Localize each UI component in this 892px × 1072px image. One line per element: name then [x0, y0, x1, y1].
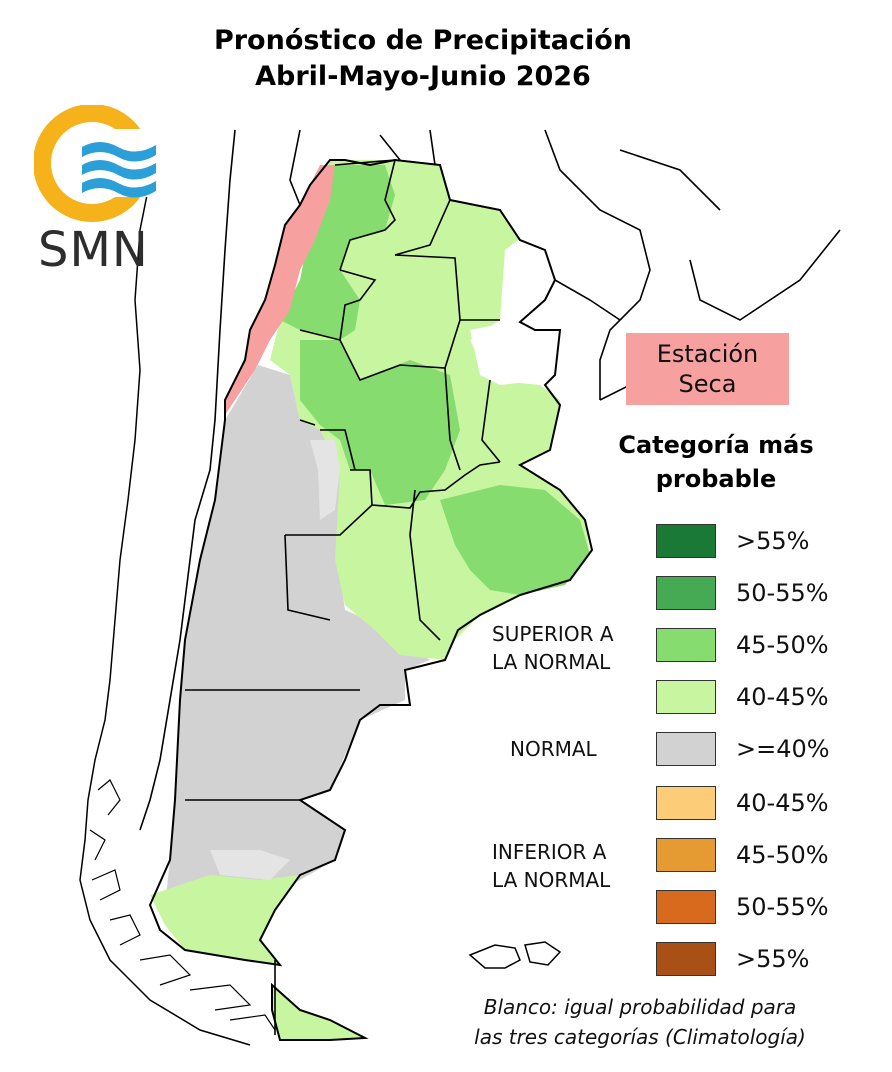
region-superior-45-50-baires — [440, 485, 590, 595]
region-white-mesopotamia — [470, 320, 560, 385]
chile-islands — [89, 779, 276, 1031]
map-title-line1: Pronóstico de Precipitación — [213, 25, 633, 56]
category-inferior: INFERIOR A LA NORMAL — [492, 838, 610, 894]
smn-logo-icon — [34, 105, 164, 222]
legend-label-sup-40-45: 40-45% — [736, 683, 829, 711]
map-title-line2: Abril-Mayo-Junio 2026 — [255, 61, 591, 92]
malvinas-islands — [468, 941, 562, 969]
dry-station-label: Estación Seca — [626, 333, 789, 405]
legend-swatch-sup-40-45 — [656, 680, 716, 714]
legend-label-inf-55: >55% — [736, 945, 810, 973]
category-normal-line1: NORMAL — [510, 737, 597, 761]
legend-label-inf-50-55: 50-55% — [736, 893, 829, 921]
legend-label-sup-50-55: 50-55% — [736, 579, 829, 607]
legend-label-inf-40-45: 40-45% — [736, 789, 829, 817]
legend-swatch-sup-45-50 — [656, 628, 716, 662]
region-dry-station — [225, 165, 335, 415]
smn-logo-text: SMN — [38, 222, 149, 278]
legend-swatch-inf-55 — [656, 942, 716, 976]
legend-swatch-normal — [656, 732, 716, 766]
dry-station-line2: Seca — [678, 370, 737, 398]
category-superior-line2: LA NORMAL — [492, 650, 611, 674]
region-superior-40-45-patagonia — [150, 875, 300, 965]
legend-title-line1: Categoría más — [618, 431, 814, 459]
legend-swatch-inf-50-55 — [656, 890, 716, 924]
argentina-outline — [148, 158, 594, 967]
legend-swatch-inf-40-45 — [656, 786, 716, 820]
legend-label-sup-55: >55% — [736, 527, 810, 555]
note-line1: Blanco: igual probabilidad para — [483, 995, 797, 1019]
dry-station-line1: Estación — [656, 340, 759, 368]
region-white-northeast — [500, 235, 555, 320]
region-superior-45-50-northwest — [280, 165, 395, 340]
legend-swatch-sup-50-55 — [656, 576, 716, 610]
legend-swatch-sup-55 — [656, 524, 716, 558]
category-superior-line1: SUPERIOR A — [492, 622, 614, 646]
region-normal-south-patch — [210, 850, 290, 880]
legend-swatch-inf-45-50 — [656, 838, 716, 872]
legend-label-normal: >=40% — [736, 735, 830, 763]
legend-label-inf-45-50: 45-50% — [736, 841, 829, 869]
category-superior: SUPERIOR A LA NORMAL — [492, 620, 614, 676]
category-inferior-line2: LA NORMAL — [492, 868, 611, 892]
legend-title-line2: probable — [655, 465, 777, 493]
legend-label-sup-45-50: 45-50% — [736, 631, 829, 659]
category-inferior-line1: INFERIOR A — [492, 840, 607, 864]
note-line2: las tres categorías (Climatología) — [474, 1025, 806, 1049]
region-normal-west — [165, 365, 430, 915]
region-superior-45-50-center — [300, 340, 460, 505]
region-normal-patches — [310, 440, 340, 520]
tierra-del-fuego-outline — [271, 982, 369, 1041]
category-normal: NORMAL — [510, 735, 597, 763]
legend-title: Categoría más probable — [600, 428, 832, 496]
chile-coast — [79, 129, 251, 1046]
